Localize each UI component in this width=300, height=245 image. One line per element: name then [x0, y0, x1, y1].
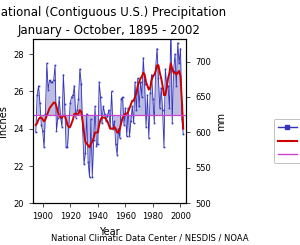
X-axis label: Year: Year: [99, 227, 120, 237]
Text: National Climatic Data Center / NESDIS / NOAA: National Climatic Data Center / NESDIS /…: [51, 233, 249, 243]
Title: National (Contiguous U.S.) Precipitation
January - October, 1895 - 2002: National (Contiguous U.S.) Precipitation…: [0, 6, 226, 37]
Y-axis label: mm: mm: [217, 112, 226, 131]
Y-axis label: Inches: Inches: [0, 105, 8, 137]
Legend: Yearly Values, Filtered Values, Long-Term Mean: Yearly Values, Filtered Values, Long-Ter…: [274, 119, 300, 163]
